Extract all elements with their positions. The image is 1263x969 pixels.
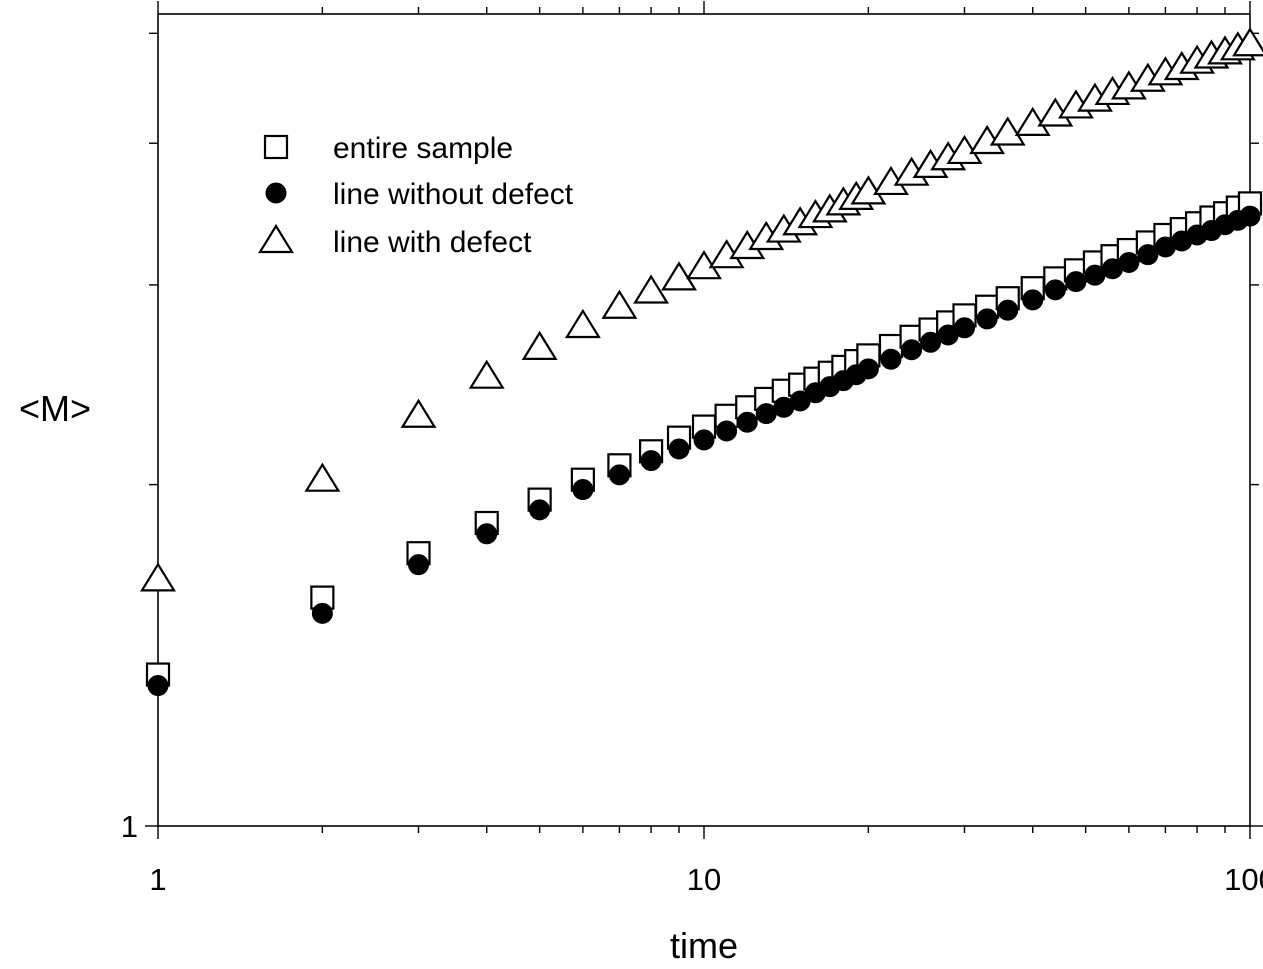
triangle-marker <box>989 116 1026 146</box>
legend-triangle-marker <box>258 223 294 254</box>
circle-marker <box>976 308 998 330</box>
triangle-marker <box>1232 27 1263 57</box>
legend-label-line-without-defect: line without defect <box>333 178 574 211</box>
circle-marker <box>311 602 333 624</box>
triangle-marker <box>564 308 601 339</box>
circle-marker <box>1118 251 1140 273</box>
legend: entire sample line without defect line w… <box>258 132 574 259</box>
y-axis-label: <M> <box>19 388 91 429</box>
legend-circle-marker <box>265 182 287 204</box>
circle-marker <box>901 339 923 361</box>
data-markers <box>140 27 1263 697</box>
circle-marker <box>997 299 1019 321</box>
circle-marker <box>1065 271 1087 293</box>
x-tick-label: 10 <box>687 862 721 897</box>
circle-marker <box>608 464 630 486</box>
circle-marker <box>736 411 758 433</box>
triangle-marker <box>140 562 176 592</box>
triangle-marker <box>601 289 638 319</box>
circle-marker <box>1044 279 1066 301</box>
circle-marker <box>693 429 715 451</box>
triangle-marker <box>521 330 558 360</box>
legend-label-line-with-defect: line with defect <box>333 226 532 259</box>
circle-marker <box>408 554 430 576</box>
x-tick-label: 100 <box>1224 862 1263 897</box>
y-tick-label: 1 <box>121 809 138 844</box>
legend-square-marker <box>263 134 289 160</box>
circle-marker <box>716 420 738 442</box>
y-tick-labels: 1 <box>121 809 138 844</box>
x-tick-labels: 1 10 100 <box>149 862 1263 897</box>
circle-marker <box>857 358 879 380</box>
legend-label-entire-sample: entire sample <box>333 132 513 165</box>
circle-marker <box>1239 205 1261 227</box>
triangle-marker <box>661 261 697 291</box>
circle-marker <box>755 403 777 425</box>
triangle-marker <box>304 462 341 492</box>
circle-marker <box>920 331 942 353</box>
circle-marker <box>1137 244 1159 266</box>
circle-marker <box>1084 264 1106 286</box>
triangle-marker <box>633 274 670 304</box>
circle-marker <box>640 450 662 472</box>
circle-marker <box>476 523 498 545</box>
x-tick-label: 1 <box>149 862 166 897</box>
triangle-marker <box>400 398 437 428</box>
x-axis-label: time <box>670 925 738 966</box>
circle-marker <box>954 317 976 339</box>
triangle-marker <box>468 359 505 389</box>
circle-marker <box>668 438 690 460</box>
circle-marker <box>529 499 551 521</box>
axis-ticks <box>145 1 1263 839</box>
circle-marker <box>880 348 902 370</box>
circle-marker <box>1022 289 1044 311</box>
circle-marker <box>147 675 169 697</box>
circle-marker <box>572 479 594 501</box>
